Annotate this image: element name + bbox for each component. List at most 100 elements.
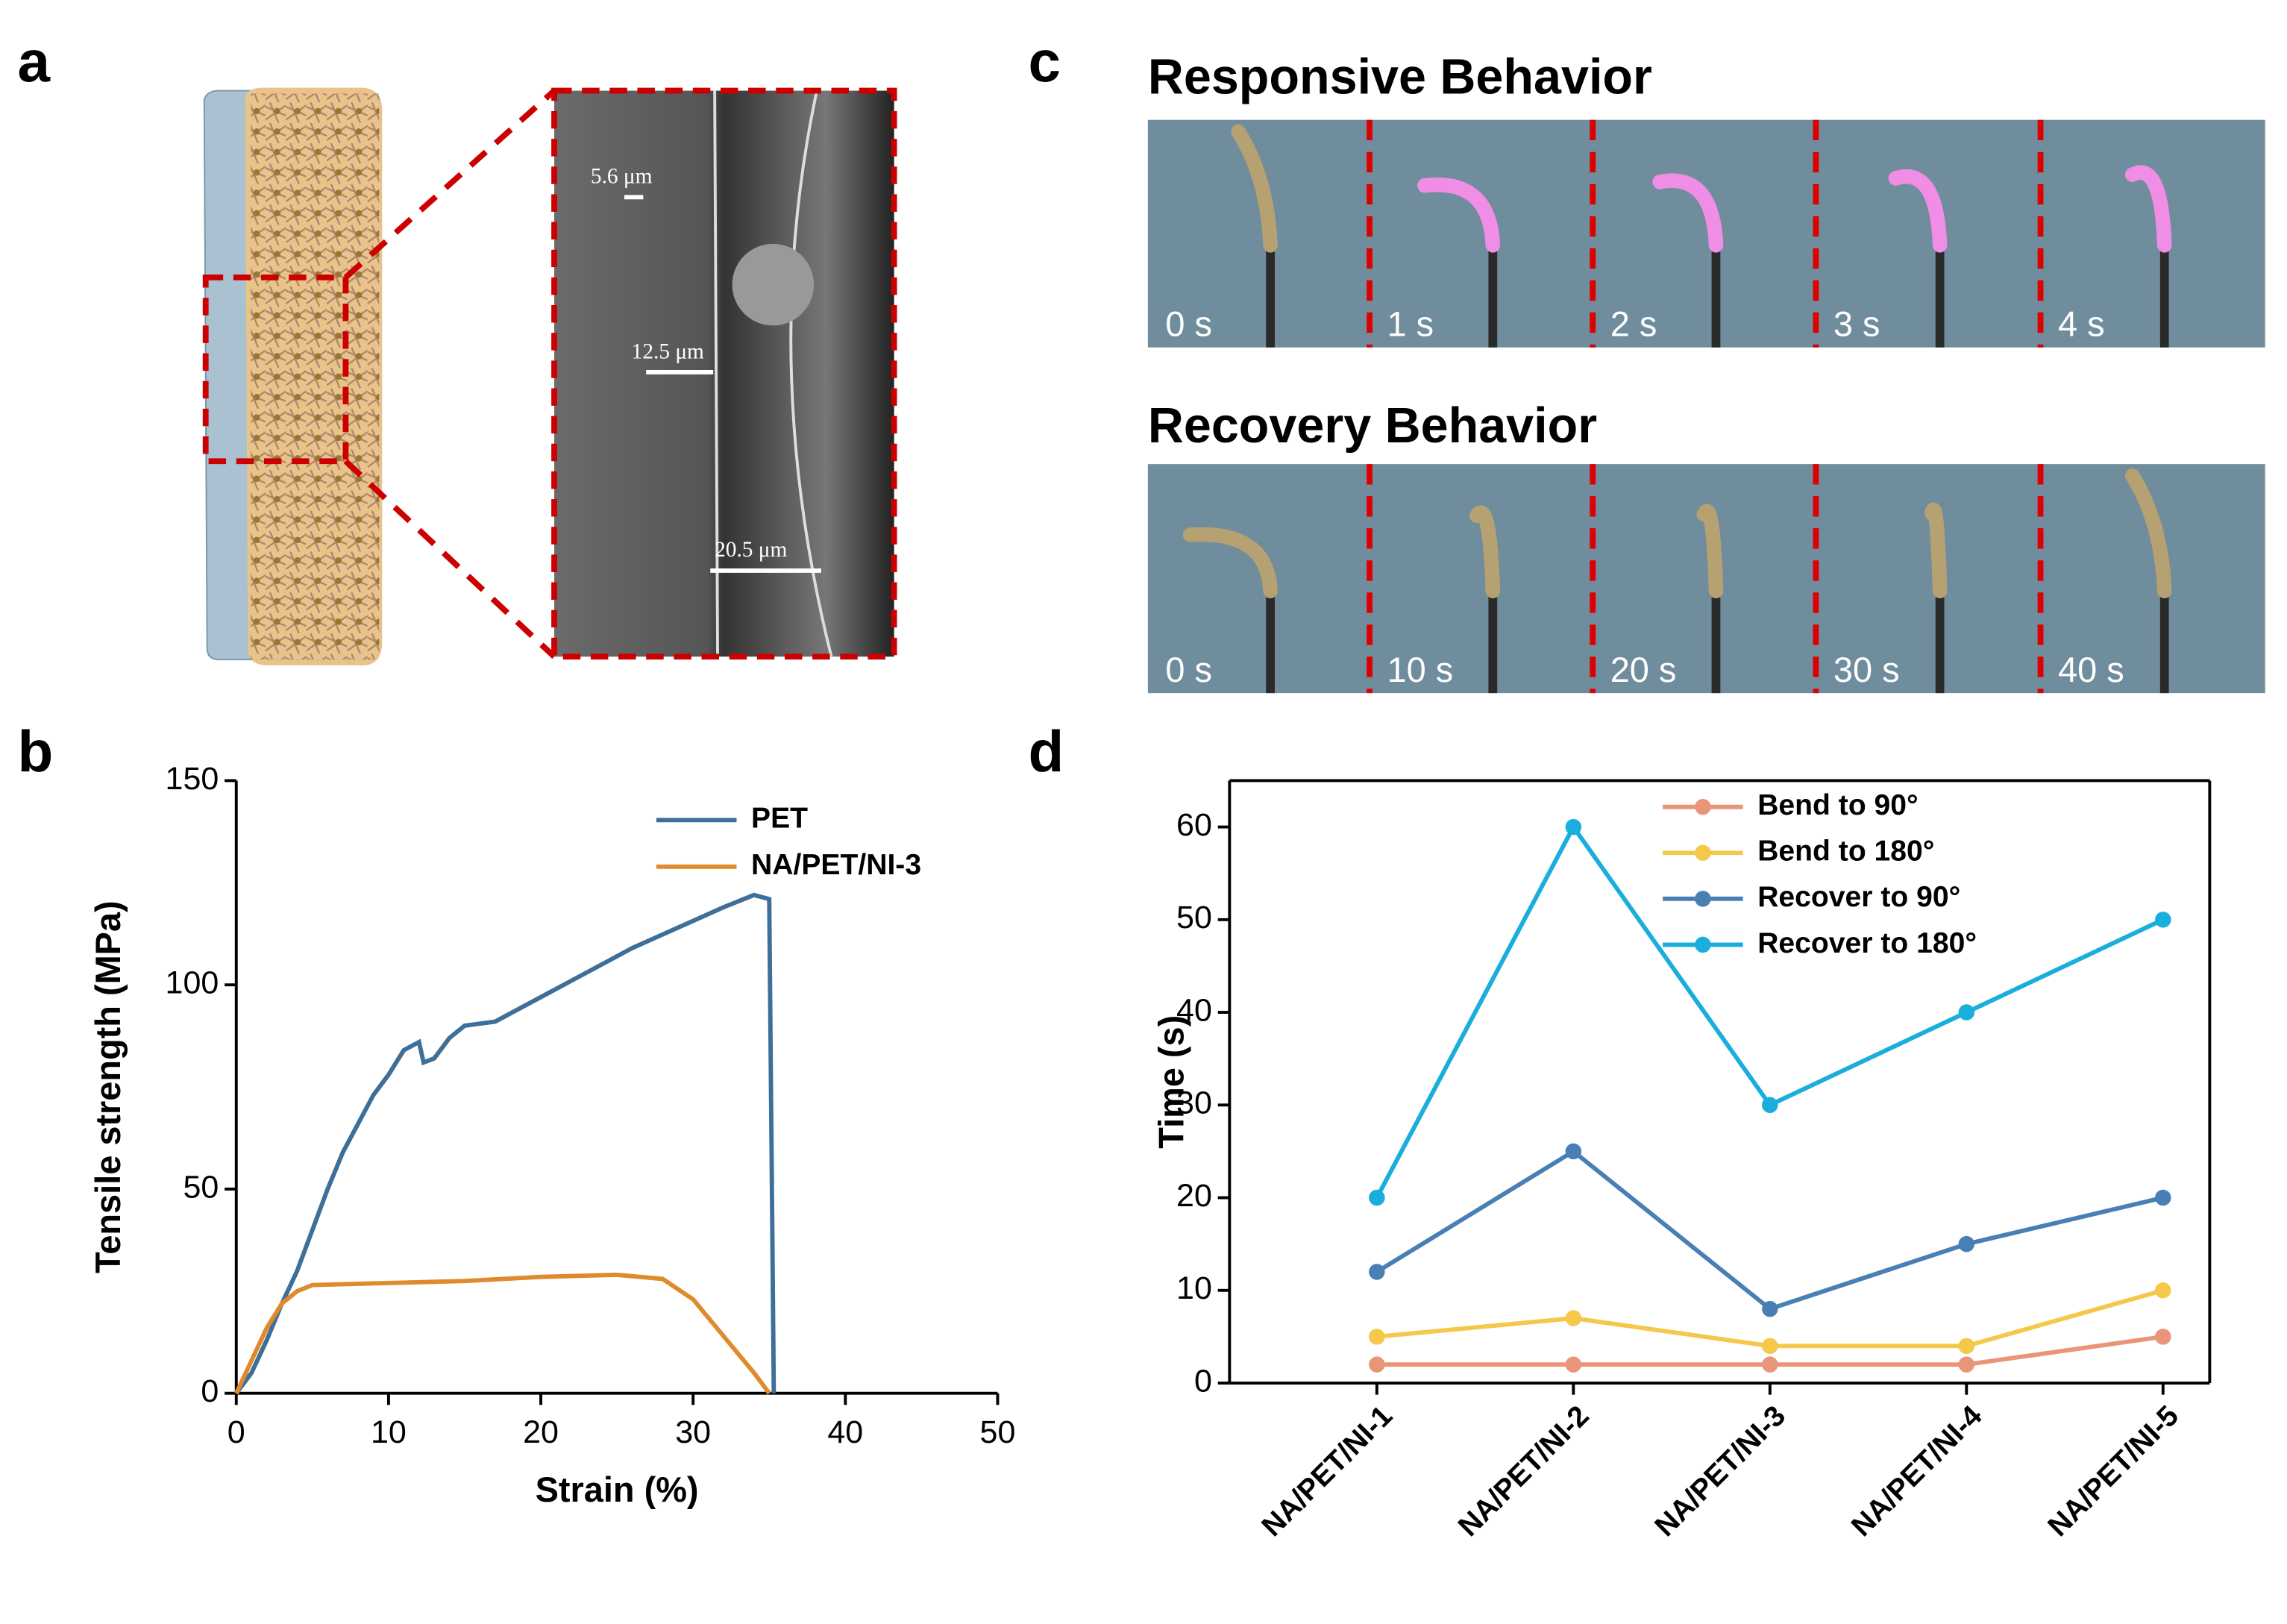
tweezer: [1711, 591, 1721, 694]
strip-sample: [1182, 527, 1278, 599]
frame-label: 0 s: [1165, 650, 1212, 689]
legend-marker: [1695, 891, 1711, 907]
zoom-line: [343, 88, 556, 280]
legend-marker: [1695, 936, 1711, 953]
frame-label: 40 s: [2058, 650, 2124, 689]
frame-label: 30 s: [1833, 650, 1900, 689]
point: [1369, 1356, 1385, 1373]
series-line: [234, 1272, 771, 1395]
panel-label: b: [17, 718, 53, 784]
y-tick-label: 0: [201, 1373, 219, 1409]
tweezer: [1488, 245, 1498, 348]
strip-sample: [1696, 504, 1724, 599]
strip-sample: [1652, 173, 1724, 253]
x-tick-label: NA/PET/NI-1: [1255, 1399, 1399, 1543]
point: [1958, 1338, 1975, 1355]
point: [1762, 1300, 1778, 1317]
x-tick-label: 30: [675, 1414, 711, 1450]
frame-label: 4 s: [2058, 305, 2105, 344]
scale-label: 20.5 μm: [715, 538, 787, 562]
scale-label: 12.5 μm: [632, 339, 704, 363]
tweezer: [1711, 245, 1721, 348]
point: [2155, 912, 2171, 928]
photo-strip: [1147, 119, 2265, 348]
sem-image: [554, 90, 894, 657]
legend-label: Bend to 90°: [1757, 789, 1918, 821]
tweezer: [2159, 591, 2169, 694]
x-tick-label: NA/PET/NI-3: [1648, 1399, 1792, 1543]
scale-label: 5.6 μm: [591, 165, 653, 189]
x-axis-label: Strain (%): [536, 1470, 699, 1509]
frame-label: 3 s: [1833, 305, 1880, 344]
point: [1369, 1329, 1385, 1345]
y-tick-label: 50: [1176, 900, 1212, 935]
frame-label: 1 s: [1387, 305, 1434, 344]
y-tick-label: 50: [183, 1169, 219, 1205]
x-tick-label: 10: [371, 1414, 407, 1450]
point: [1958, 1356, 1975, 1373]
zoom-line: [343, 459, 556, 659]
legend-label: Bend to 180°: [1757, 835, 1934, 868]
y-tick-label: 20: [1176, 1178, 1212, 1214]
panel-label: c: [1029, 28, 1061, 94]
tweezer: [1266, 591, 1275, 694]
point: [1565, 1143, 1582, 1160]
y-axis-label: Tensile strength (MPa): [89, 900, 128, 1273]
frame-label: 2 s: [1610, 305, 1657, 344]
zoom-box: [202, 274, 349, 465]
x-tick-label: 50: [980, 1414, 1016, 1450]
x-tick-label: NA/PET/NI-4: [1845, 1399, 1989, 1543]
strip-sample: [1469, 505, 1501, 599]
legend-label: Recover to 180°: [1757, 927, 1977, 959]
strip-sample: [1888, 169, 1948, 253]
fibers: [251, 93, 380, 660]
panel-label: a: [17, 28, 50, 94]
series-line: [1375, 1148, 2164, 1311]
y-tick-label: 60: [1176, 807, 1212, 843]
x-tick-label: NA/PET/NI-2: [1452, 1399, 1596, 1543]
point: [2155, 1189, 2171, 1206]
tweezer: [1935, 245, 1945, 348]
frame-label: 10 s: [1387, 650, 1454, 689]
strip-sample: [2124, 468, 2172, 599]
tweezer: [1266, 245, 1275, 348]
point: [1369, 1264, 1385, 1280]
schematic: 5.6 μm 12.5 μm 20.5 μm: [202, 87, 897, 665]
sem-edge: [713, 90, 833, 657]
point: [1565, 1356, 1582, 1373]
series-line: [1376, 1288, 2164, 1349]
photo-strip: [1147, 464, 2265, 694]
point: [1958, 1004, 1975, 1021]
strip-sample: [1231, 124, 1278, 253]
frame-label: 0 s: [1165, 305, 1212, 344]
series-line: [234, 892, 777, 1395]
y-tick-label: 10: [1176, 1270, 1212, 1306]
x-tick-label: NA/PET/NI-5: [2042, 1399, 2185, 1543]
point: [1762, 1356, 1778, 1373]
tweezer: [1488, 591, 1498, 694]
x-tick-label: 20: [523, 1414, 559, 1450]
x-tick-label: 40: [827, 1414, 863, 1450]
x-tick-label: 0: [228, 1414, 245, 1450]
legend-marker: [1695, 844, 1711, 862]
sem-particle: [732, 243, 815, 326]
legend-marker: [1695, 798, 1711, 815]
sem-frame: [551, 87, 897, 660]
tweezer: [2159, 245, 2169, 348]
legend-label: NA/PET/NI-3: [751, 849, 921, 881]
strip-sample: [1924, 502, 1948, 599]
point: [2155, 1282, 2171, 1299]
y-axis-label: Time (s): [1152, 1015, 1190, 1149]
legend-label: Recover to 90°: [1757, 881, 1960, 913]
y-tick-label: 0: [1194, 1363, 1212, 1399]
row-title: Recovery Behavior: [1148, 398, 1597, 454]
point: [1565, 1310, 1582, 1326]
y-tick-label: 30: [1176, 1085, 1212, 1121]
y-tick-label: 40: [1176, 992, 1212, 1028]
frame-label: 20 s: [1610, 650, 1677, 689]
y-tick-label: 150: [166, 761, 219, 797]
panel-label: d: [1029, 718, 1064, 784]
point: [1369, 1189, 1385, 1206]
point: [2155, 1329, 2171, 1345]
